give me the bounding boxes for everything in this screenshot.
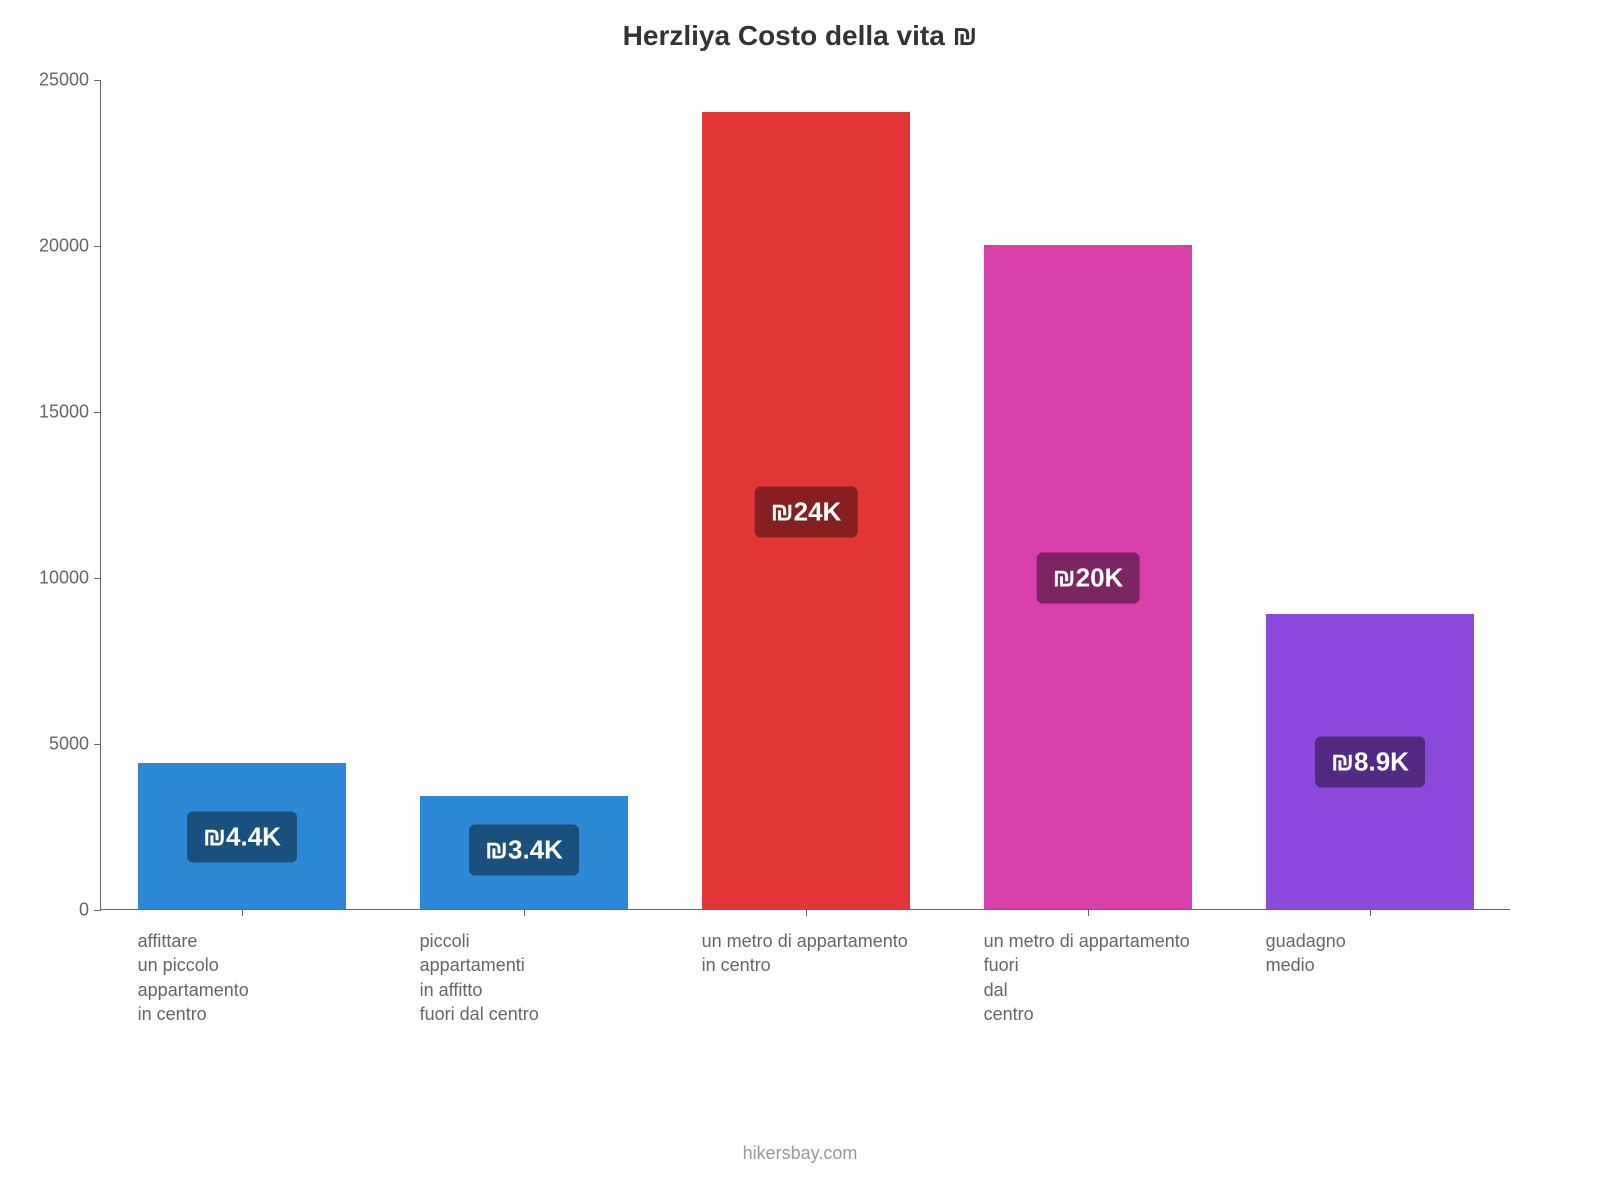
value-badge-sqm-outside: ₪20K [1037,553,1140,604]
y-tick-mark [94,744,101,745]
x-label-rent-small-outside: piccoliappartamentiin affittofuori dal c… [420,909,702,1026]
y-tick-label: 25000 [39,70,101,91]
y-tick-mark [94,412,101,413]
y-tick-mark [94,246,101,247]
y-tick-label: 20000 [39,236,101,257]
y-tick-mark [94,578,101,579]
attribution-text: hikersbay.com [743,1143,858,1164]
value-badge-rent-small-center: ₪4.4K [187,811,297,862]
value-badge-rent-small-outside: ₪3.4K [469,825,579,876]
chart-title: Herzliya Costo della vita ₪ [0,20,1600,52]
plot-area: 0500010000150002000025000₪4.4Kaffittareu… [100,80,1510,910]
value-badge-sqm-center: ₪24K [755,486,858,537]
y-tick-label: 15000 [39,402,101,423]
value-badge-avg-income: ₪8.9K [1315,737,1425,788]
x-label-rent-small-center: affittareun piccoloappartamentoin centro [138,909,420,1026]
x-label-sqm-outside: un metro di appartamentofuoridalcentro [984,909,1266,1026]
y-tick-mark [94,80,101,81]
x-label-sqm-center: un metro di appartamentoin centro [702,909,984,978]
x-label-avg-income: guadagnomedio [1266,909,1548,978]
y-tick-label: 10000 [39,568,101,589]
y-tick-mark [94,910,101,911]
chart-container: Herzliya Costo della vita ₪ 050001000015… [0,0,1600,1200]
